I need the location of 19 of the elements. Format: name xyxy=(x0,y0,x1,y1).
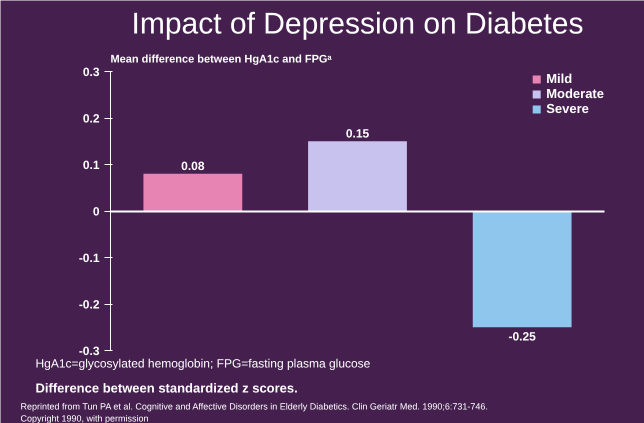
text: Copyright 1990, with permission xyxy=(20,414,149,423)
legend-label: Mild xyxy=(546,71,572,86)
data-label: 0.08 xyxy=(181,158,205,173)
legend-label: Moderate xyxy=(546,86,604,101)
text: HgA1c=glycosylated hemoglobin; FPG=fasting plasma glucose xyxy=(36,356,371,370)
text: Reprinted from Tun PA et al. Cognitive and Affective Disorders in Elderly Diabetics. Clin Geriatr Med. 1990;6:731-746. xyxy=(20,402,488,412)
data-label: 0.15 xyxy=(346,126,370,140)
chart-title: Impact of Depression on Diabetes xyxy=(132,8,584,40)
y-tick-label: 0.3 xyxy=(82,65,100,79)
y-tick-label: -0.1 xyxy=(78,251,100,265)
y-tick-label: 0.2 xyxy=(82,112,100,126)
y-tick-label: 0 xyxy=(92,204,100,218)
y-tick-label: -0.3 xyxy=(78,344,100,358)
chart-subtitle: Mean difference between HgA1c and FPGᵃ xyxy=(110,54,332,66)
text: Difference between standardized z scores. xyxy=(36,380,298,396)
y-tick-label: 0.1 xyxy=(82,158,100,172)
legend-label: Severe xyxy=(546,101,589,116)
y-tick-label: -0.2 xyxy=(78,298,100,312)
data-label: -0.25 xyxy=(508,329,536,344)
